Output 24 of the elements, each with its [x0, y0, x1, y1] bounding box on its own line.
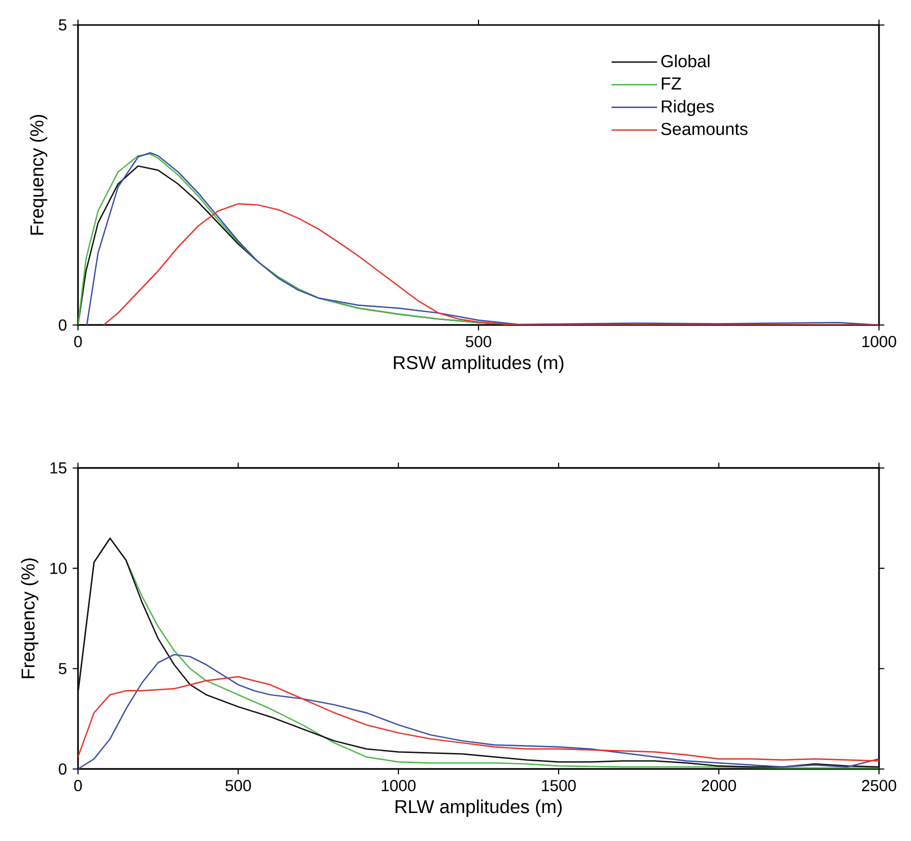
y-tick-label: 15 [50, 462, 66, 474]
x-tick-label: 1000 [382, 780, 416, 792]
x-axis-title: RSW amplitudes (m) [394, 356, 564, 373]
legend-label: FZ [662, 78, 682, 90]
y-tick-label: 0 [58, 763, 66, 775]
x-tick-label: 2000 [702, 780, 736, 792]
x-tick-label: 0 [74, 336, 82, 348]
y-axis-title: Frequency (%) [30, 114, 48, 235]
x-tick-label: 500 [466, 336, 492, 348]
line-series [102, 203, 879, 325]
y-tick-label: 10 [50, 562, 66, 574]
y-tick-label: 5 [58, 663, 66, 674]
legend-label: Ridges [662, 100, 714, 116]
x-tick-label: 2500 [862, 780, 896, 792]
x-axis-title: RLW amplitudes (m) [396, 800, 562, 817]
y-tick-label: 5 [58, 19, 66, 31]
x-tick-label: 500 [226, 780, 251, 792]
x-tick-label: 1500 [542, 780, 576, 792]
y-axis-title: Frequency (%) [20, 558, 38, 678]
x-tick-label: 0 [74, 780, 82, 792]
legend-label: Seamounts [661, 122, 748, 136]
y-tick-label: 0 [58, 319, 66, 331]
legend-label: Global [661, 54, 710, 68]
x-tick-label: 1000 [862, 336, 896, 348]
